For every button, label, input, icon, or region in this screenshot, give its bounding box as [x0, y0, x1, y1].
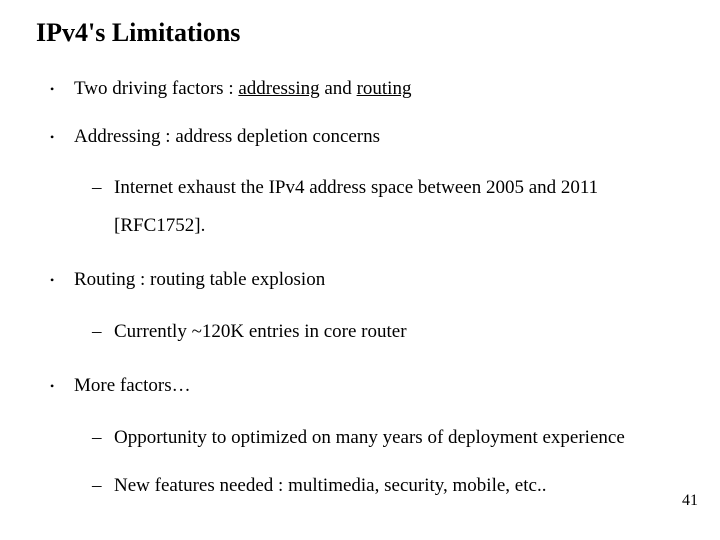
bullet-text-1: Addressing : address depletion concerns — [74, 126, 380, 147]
slide-title: IPv4's Limitations — [36, 18, 690, 48]
bullet-underline-0b: routing — [357, 78, 412, 99]
page-number: 41 — [682, 492, 698, 510]
bullet-text-0a: Two driving factors : — [74, 78, 238, 99]
bullet-item-0: Two driving factors : addressing and rou… — [44, 76, 690, 102]
sub-item-3-1: New features needed : multimedia, securi… — [92, 467, 690, 505]
bullet-item-1: Addressing : address depletion concerns … — [44, 124, 690, 246]
sub-list-2: Currently ~120K entries in core router — [74, 313, 690, 351]
bullet-text-3: More factors… — [74, 375, 191, 396]
bullet-text-2: Routing : routing table explosion — [74, 269, 325, 290]
sub-list-1: Internet exhaust the IPv4 address space … — [74, 169, 690, 245]
slide-container: IPv4's Limitations Two driving factors :… — [0, 0, 720, 505]
bullet-underline-0a: addressing — [238, 78, 319, 99]
bullet-text-0b: and — [320, 78, 357, 99]
sub-item-3-0: Opportunity to optimized on many years o… — [92, 419, 690, 457]
sub-item-1-0: Internet exhaust the IPv4 address space … — [92, 169, 690, 245]
bullet-item-2: Routing : routing table explosion Curren… — [44, 267, 690, 351]
bullet-list: Two driving factors : addressing and rou… — [36, 76, 690, 505]
sub-list-3: Opportunity to optimized on many years o… — [74, 419, 690, 505]
bullet-item-3: More factors… Opportunity to optimized o… — [44, 373, 690, 505]
sub-item-2-0: Currently ~120K entries in core router — [92, 313, 690, 351]
